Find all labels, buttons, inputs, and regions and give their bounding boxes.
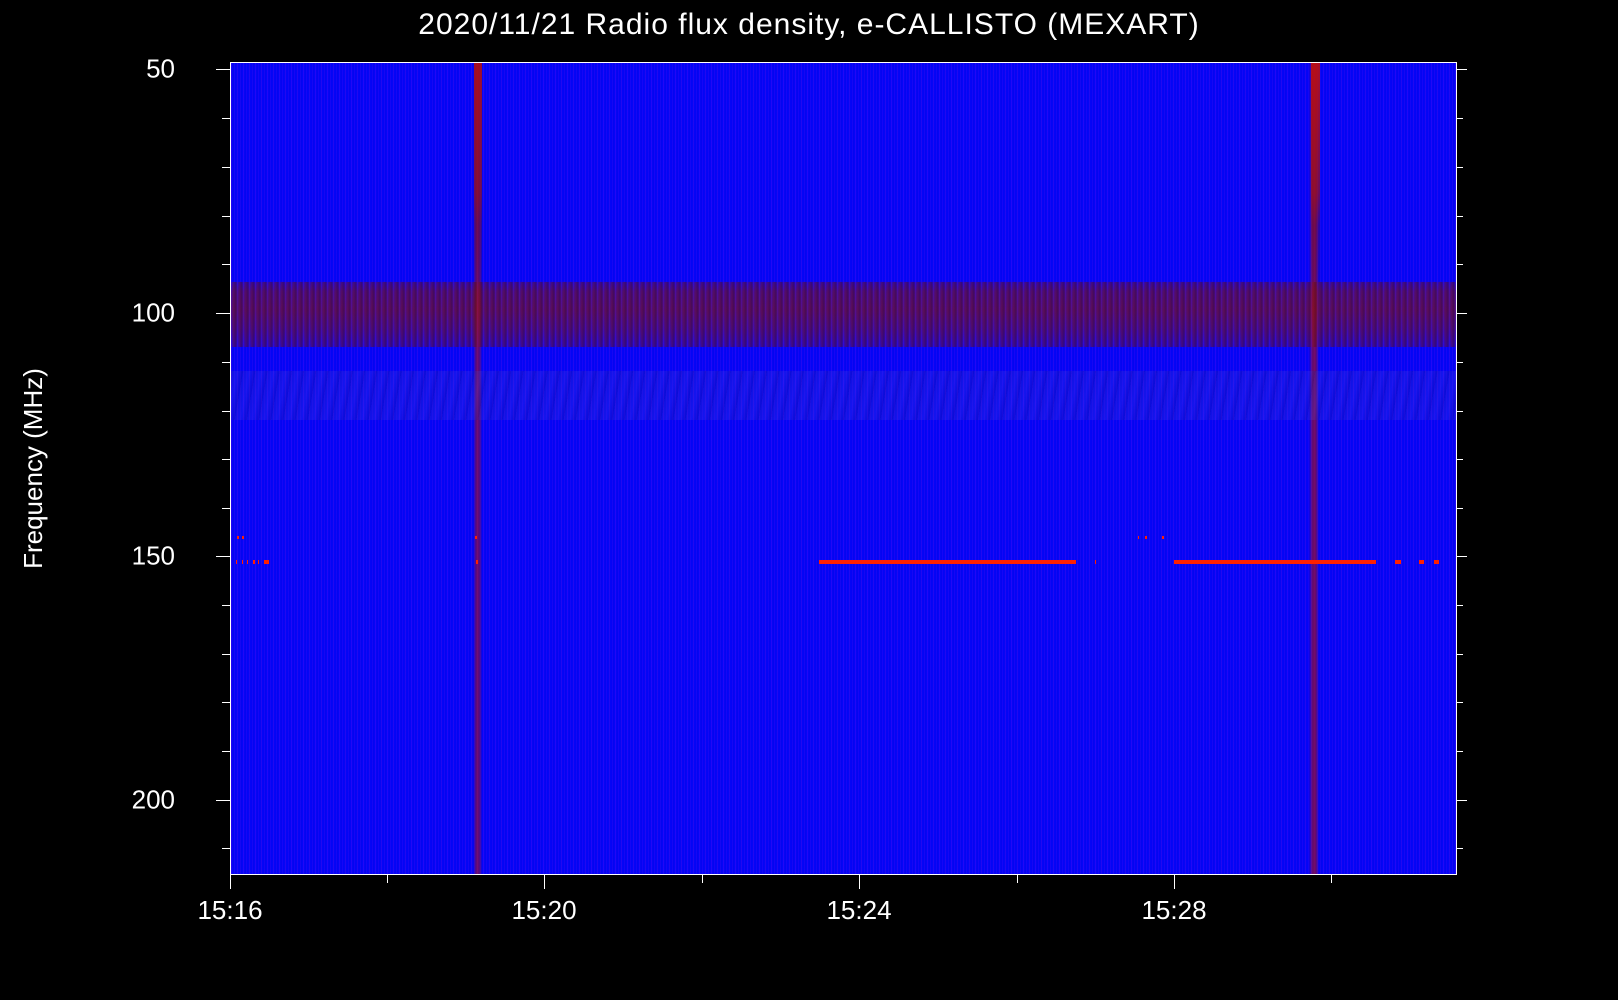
y-tick-mark-right-major — [1457, 800, 1467, 801]
y-tick-mark-right-major — [1457, 313, 1467, 314]
y-tick-mark-right-minor — [1457, 167, 1463, 168]
y-tick-mark-right-minor — [1457, 654, 1463, 655]
x-tick-label-1516: 15:16 — [197, 895, 262, 926]
spectrogram-window: 2020/11/21 Radio flux density, e-CALLIST… — [0, 0, 1618, 1000]
y-axis-title-wrap: Frequency (MHz) — [18, 62, 48, 875]
y-tick-mark-minor — [222, 216, 230, 217]
x-tick-label-1524: 15:24 — [826, 895, 891, 926]
y-tick-mark-minor — [222, 605, 230, 606]
y-tick-mark-right-major — [1457, 69, 1467, 70]
x-tick-label-1520: 15:20 — [511, 895, 576, 926]
vertical-burst-stripe-2 — [1311, 63, 1320, 874]
rfi-noise-band-100mhz — [231, 282, 1456, 347]
chart-title: 2020/11/21 Radio flux density, e-CALLIST… — [0, 8, 1618, 42]
spectrogram-noise-texture — [231, 63, 1456, 874]
y-tick-mark-minor — [222, 508, 230, 509]
y-tick-mark-major — [216, 69, 230, 70]
x-tick-mark-minor — [387, 875, 388, 883]
x-tick-label-1528: 15:28 — [1141, 895, 1206, 926]
y-tick-mark-right-minor — [1457, 411, 1463, 412]
y-tick-mark-major — [216, 556, 230, 557]
y-tick-label-50: 50 — [146, 54, 175, 85]
y-tick-mark-right-minor — [1457, 848, 1463, 849]
vertical-burst-stripe-1 — [474, 63, 483, 874]
y-tick-mark-right-minor — [1457, 118, 1463, 119]
y-tick-mark-minor — [222, 654, 230, 655]
y-axis: 50 100 150 200 — [60, 62, 230, 875]
spectrogram-plot[interactable] — [230, 62, 1457, 875]
y-tick-label-200: 200 — [132, 785, 175, 816]
y-tick-label-100: 100 — [132, 298, 175, 329]
x-tick-mark — [544, 875, 545, 889]
y-tick-label-150: 150 — [132, 541, 175, 572]
y-tick-mark-minor — [222, 702, 230, 703]
y-axis-title: Frequency (MHz) — [18, 368, 49, 569]
x-tick-mark — [230, 875, 231, 889]
y-tick-mark-right-major — [1457, 556, 1467, 557]
y-tick-mark-minor — [222, 751, 230, 752]
y-tick-mark-minor — [222, 362, 230, 363]
y-tick-mark-minor — [222, 459, 230, 460]
y-tick-mark-minor — [222, 848, 230, 849]
y-tick-mark-right-minor — [1457, 508, 1463, 509]
y-tick-mark-major — [216, 800, 230, 801]
y-tick-mark-right-minor — [1457, 264, 1463, 265]
y-tick-mark-right-minor — [1457, 702, 1463, 703]
y-tick-mark-right-minor — [1457, 216, 1463, 217]
x-tick-mark — [859, 875, 860, 889]
x-tick-mark-minor — [1017, 875, 1018, 883]
x-axis: 15:16 15:20 15:24 15:28 — [230, 875, 1457, 965]
y-tick-mark-minor — [222, 167, 230, 168]
y-tick-mark-right-minor — [1457, 362, 1463, 363]
y-tick-mark-minor — [222, 264, 230, 265]
y-tick-mark-right-minor — [1457, 459, 1463, 460]
spectrogram-wavy-interference-band — [231, 371, 1456, 420]
y-tick-mark-minor — [222, 411, 230, 412]
x-tick-mark — [1174, 875, 1175, 889]
y-tick-mark-right-minor — [1457, 605, 1463, 606]
y-tick-mark-minor — [222, 118, 230, 119]
y-tick-mark-right-minor — [1457, 751, 1463, 752]
rfi-row-141mhz — [231, 536, 1456, 539]
rfi-row-148mhz — [231, 560, 1456, 564]
y-tick-mark-major — [216, 313, 230, 314]
x-tick-mark-minor — [1331, 875, 1332, 883]
x-tick-mark-minor — [702, 875, 703, 883]
y-axis-right — [1457, 62, 1467, 875]
